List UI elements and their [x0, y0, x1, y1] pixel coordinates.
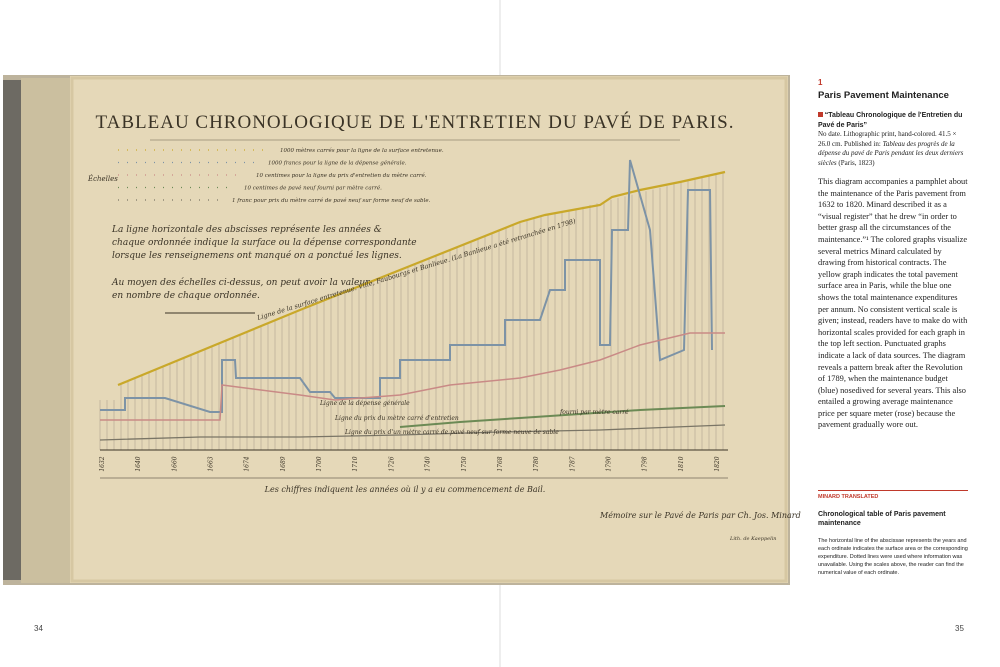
series-label: Ligne de la dépense générale: [319, 400, 410, 407]
year-label: 1810: [678, 456, 685, 471]
paper-edge: [70, 76, 788, 583]
year-label: 1640: [135, 456, 142, 471]
section-label: MINARD TRANSLATED: [818, 490, 968, 500]
translation: The horizontal line of the abscissae rep…: [818, 538, 968, 576]
year-label: 1790: [605, 456, 612, 471]
year-label: 1700: [316, 456, 323, 471]
entry-title: Paris Pavement Maintenance: [818, 90, 949, 101]
series-label: Ligne du prix du mètre carré d'entretien: [334, 415, 459, 422]
caption: “Tableau Chronologique de l'Entretien du…: [818, 111, 968, 169]
scale-text: 1 franc pour prix du mètre carré de pavé…: [232, 197, 431, 204]
page-number: 34: [34, 624, 43, 633]
series-label: Ligne du prix d'un mètre carré de pavé n…: [344, 429, 559, 436]
figure-footer: Les chiffres indiquent les années où il …: [264, 485, 546, 494]
year-label: 1787: [569, 456, 576, 471]
legend-line: La ligne horizontale des abscisses repré…: [111, 224, 382, 235]
year-label: 1710: [352, 456, 359, 471]
pave-price-line: [99, 424, 726, 441]
year-label: 1726: [388, 456, 395, 471]
scales: 1000 mètres carrés pour la ligne de la s…: [118, 147, 444, 204]
scale-text: 10 centimes de pavé neuf fourni par mètr…: [244, 185, 382, 192]
legend-line: chaque ordonnée indique la surface ou la…: [112, 237, 417, 248]
surface-line: [117, 170, 726, 387]
year-label: 1660: [171, 456, 178, 471]
year-label: 1780: [533, 456, 540, 471]
legend-line: lorsque les renseignemens ont manqué on …: [112, 250, 402, 261]
lithographer: Lith. de Kaeppelin: [729, 536, 777, 542]
figure-title: TABLEAU CHRONOLOGIQUE DE L'ENTRETIEN DU …: [96, 111, 735, 133]
year-label: 1689: [280, 456, 287, 471]
year-label: 1674: [244, 456, 251, 471]
year-label: 1740: [425, 456, 432, 471]
caption-title: “Tableau Chronologique de l'Entretien du…: [818, 112, 963, 129]
page-curl: [21, 78, 71, 583]
entry-number: 1: [818, 78, 823, 87]
year-label: 1768: [497, 456, 504, 471]
scale-text: 1000 mètres carrés pour la ligne de la s…: [280, 147, 444, 154]
year-label: 1750: [461, 456, 468, 471]
signature: Mémoire sur le Pavé de Paris par Ch. Jos…: [599, 511, 801, 520]
caption-meta: No date. Lithographic print, hand-colore…: [818, 130, 957, 148]
body-text: This diagram accompanies a pamphlet abou…: [818, 177, 968, 430]
translation-title: Chronological table of Paris pavement ma…: [818, 511, 946, 527]
page-number: 35: [955, 624, 964, 633]
caption-date: (Paris, 1823): [838, 158, 875, 167]
year-label: 1798: [642, 456, 649, 471]
year-label: 1663: [208, 456, 215, 471]
book-cover: [3, 80, 21, 580]
years: 1632 1640 1660 1663 1674 1689 1700 1710 1726 1740…: [99, 456, 721, 471]
caption-source: Tableau des progrès de la dépense du pav…: [818, 139, 964, 167]
scale-text: 10 centimes pour la ligne du prix d'entr…: [256, 172, 427, 179]
scale-text: 1000 francs pour la ligne de la dépense …: [268, 160, 407, 167]
scale-label: Échelles: [87, 174, 118, 183]
new-pave-line: [399, 405, 726, 428]
series-label: fourni par mètre carré: [559, 409, 629, 416]
caption-marker: [818, 112, 823, 117]
year-label: 1820: [714, 456, 721, 471]
price-line: [100, 332, 725, 421]
note-line: Au moyen des échelles ci-dessus, on peut…: [111, 277, 370, 288]
legend-text: La ligne horizontale des abscisses repré…: [111, 224, 417, 301]
expense-line: [100, 159, 713, 413]
year-label: 1632: [99, 456, 106, 471]
note-line: en nombre de chaque ordonnée.: [112, 290, 260, 301]
